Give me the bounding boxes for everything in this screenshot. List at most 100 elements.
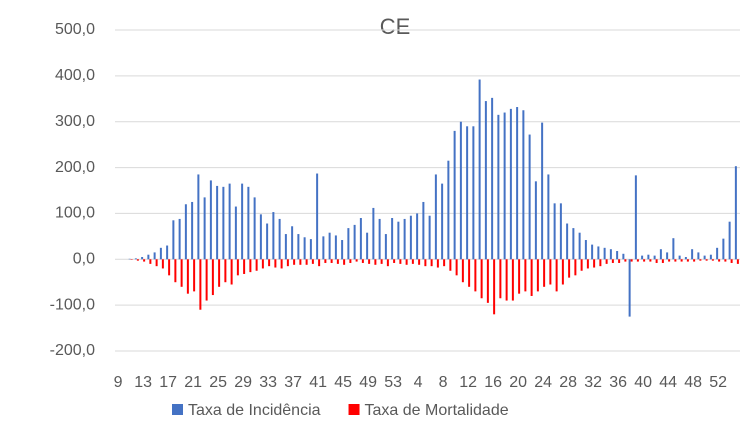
y-tick-label: 300,0 [55, 113, 95, 130]
bar [324, 259, 327, 263]
bar [549, 259, 552, 285]
bar [447, 160, 450, 260]
x-tick-label: 48 [684, 374, 702, 391]
bar [161, 259, 164, 269]
bar [197, 174, 200, 260]
bar [568, 259, 571, 278]
bar [243, 259, 246, 274]
x-tick-label: 17 [159, 374, 177, 391]
bar [136, 259, 139, 261]
bar [234, 206, 237, 260]
bar [291, 226, 294, 260]
bar [543, 259, 546, 287]
bar [316, 173, 319, 260]
bar [255, 259, 258, 271]
bar [422, 201, 425, 260]
bar [603, 247, 606, 260]
bar [278, 218, 281, 260]
bar [449, 259, 452, 271]
x-tick-label: 44 [659, 374, 677, 391]
bar [511, 259, 514, 301]
bar [647, 254, 650, 260]
bar [366, 232, 369, 260]
bar [634, 175, 637, 260]
y-tick-label: 0,0 [73, 251, 95, 268]
bar [509, 108, 512, 260]
bar [230, 259, 233, 285]
bar [399, 259, 402, 264]
bar [203, 197, 206, 260]
bar [674, 259, 677, 262]
bar [222, 186, 225, 260]
bar [166, 245, 169, 260]
bar [486, 259, 489, 303]
x-tick-label: 20 [509, 374, 527, 391]
bar [430, 259, 433, 267]
x-tick-label: 24 [534, 374, 552, 391]
bar [618, 259, 621, 263]
bar [380, 259, 383, 264]
bar [143, 259, 146, 262]
bar [418, 259, 421, 265]
bar [393, 259, 396, 263]
bar [593, 259, 596, 268]
y-tick-label: 100,0 [55, 205, 95, 222]
x-tick-label: 33 [259, 374, 277, 391]
bar [280, 259, 283, 269]
bar [478, 79, 481, 260]
bar [272, 212, 275, 260]
bar [622, 253, 625, 260]
bar [299, 259, 302, 265]
bar [268, 259, 271, 267]
bar [355, 259, 358, 262]
bar [424, 259, 427, 267]
bar [709, 254, 712, 260]
bar [455, 259, 458, 276]
bar [353, 224, 356, 260]
x-tick-label: 32 [584, 374, 602, 391]
bar [168, 259, 171, 276]
bar [686, 259, 689, 262]
bar [584, 240, 587, 260]
x-tick-label: 53 [384, 374, 402, 391]
bar [628, 259, 631, 317]
bar [716, 247, 719, 260]
bar [678, 255, 681, 260]
x-tick-label: 28 [559, 374, 577, 391]
bar [672, 238, 675, 260]
bar [155, 259, 158, 267]
bar [493, 259, 496, 315]
bar [211, 259, 214, 296]
bar [372, 207, 375, 260]
bar [349, 259, 352, 263]
bar [159, 247, 162, 260]
bar [253, 197, 256, 260]
x-tick-label: 41 [309, 374, 327, 391]
x-tick-label: 13 [134, 374, 152, 391]
bar [359, 218, 362, 260]
bar [528, 134, 531, 260]
bar [459, 121, 462, 260]
bar [443, 259, 446, 267]
bar [178, 218, 181, 260]
bar [499, 259, 502, 299]
bar [174, 259, 177, 283]
bar [403, 218, 406, 260]
bar [541, 122, 544, 260]
y-tick-label: 200,0 [55, 159, 95, 176]
x-tick-label: 9 [114, 374, 123, 391]
bar [547, 174, 550, 260]
bar [186, 259, 189, 294]
bar [293, 259, 296, 265]
bar [718, 259, 721, 262]
bar [336, 259, 339, 264]
bar [630, 259, 633, 262]
bar [586, 259, 589, 269]
bar [297, 234, 300, 260]
bar [368, 259, 371, 264]
chart-title: CE [380, 14, 411, 39]
bar [311, 259, 314, 264]
bar [703, 255, 706, 260]
bar [566, 223, 569, 260]
